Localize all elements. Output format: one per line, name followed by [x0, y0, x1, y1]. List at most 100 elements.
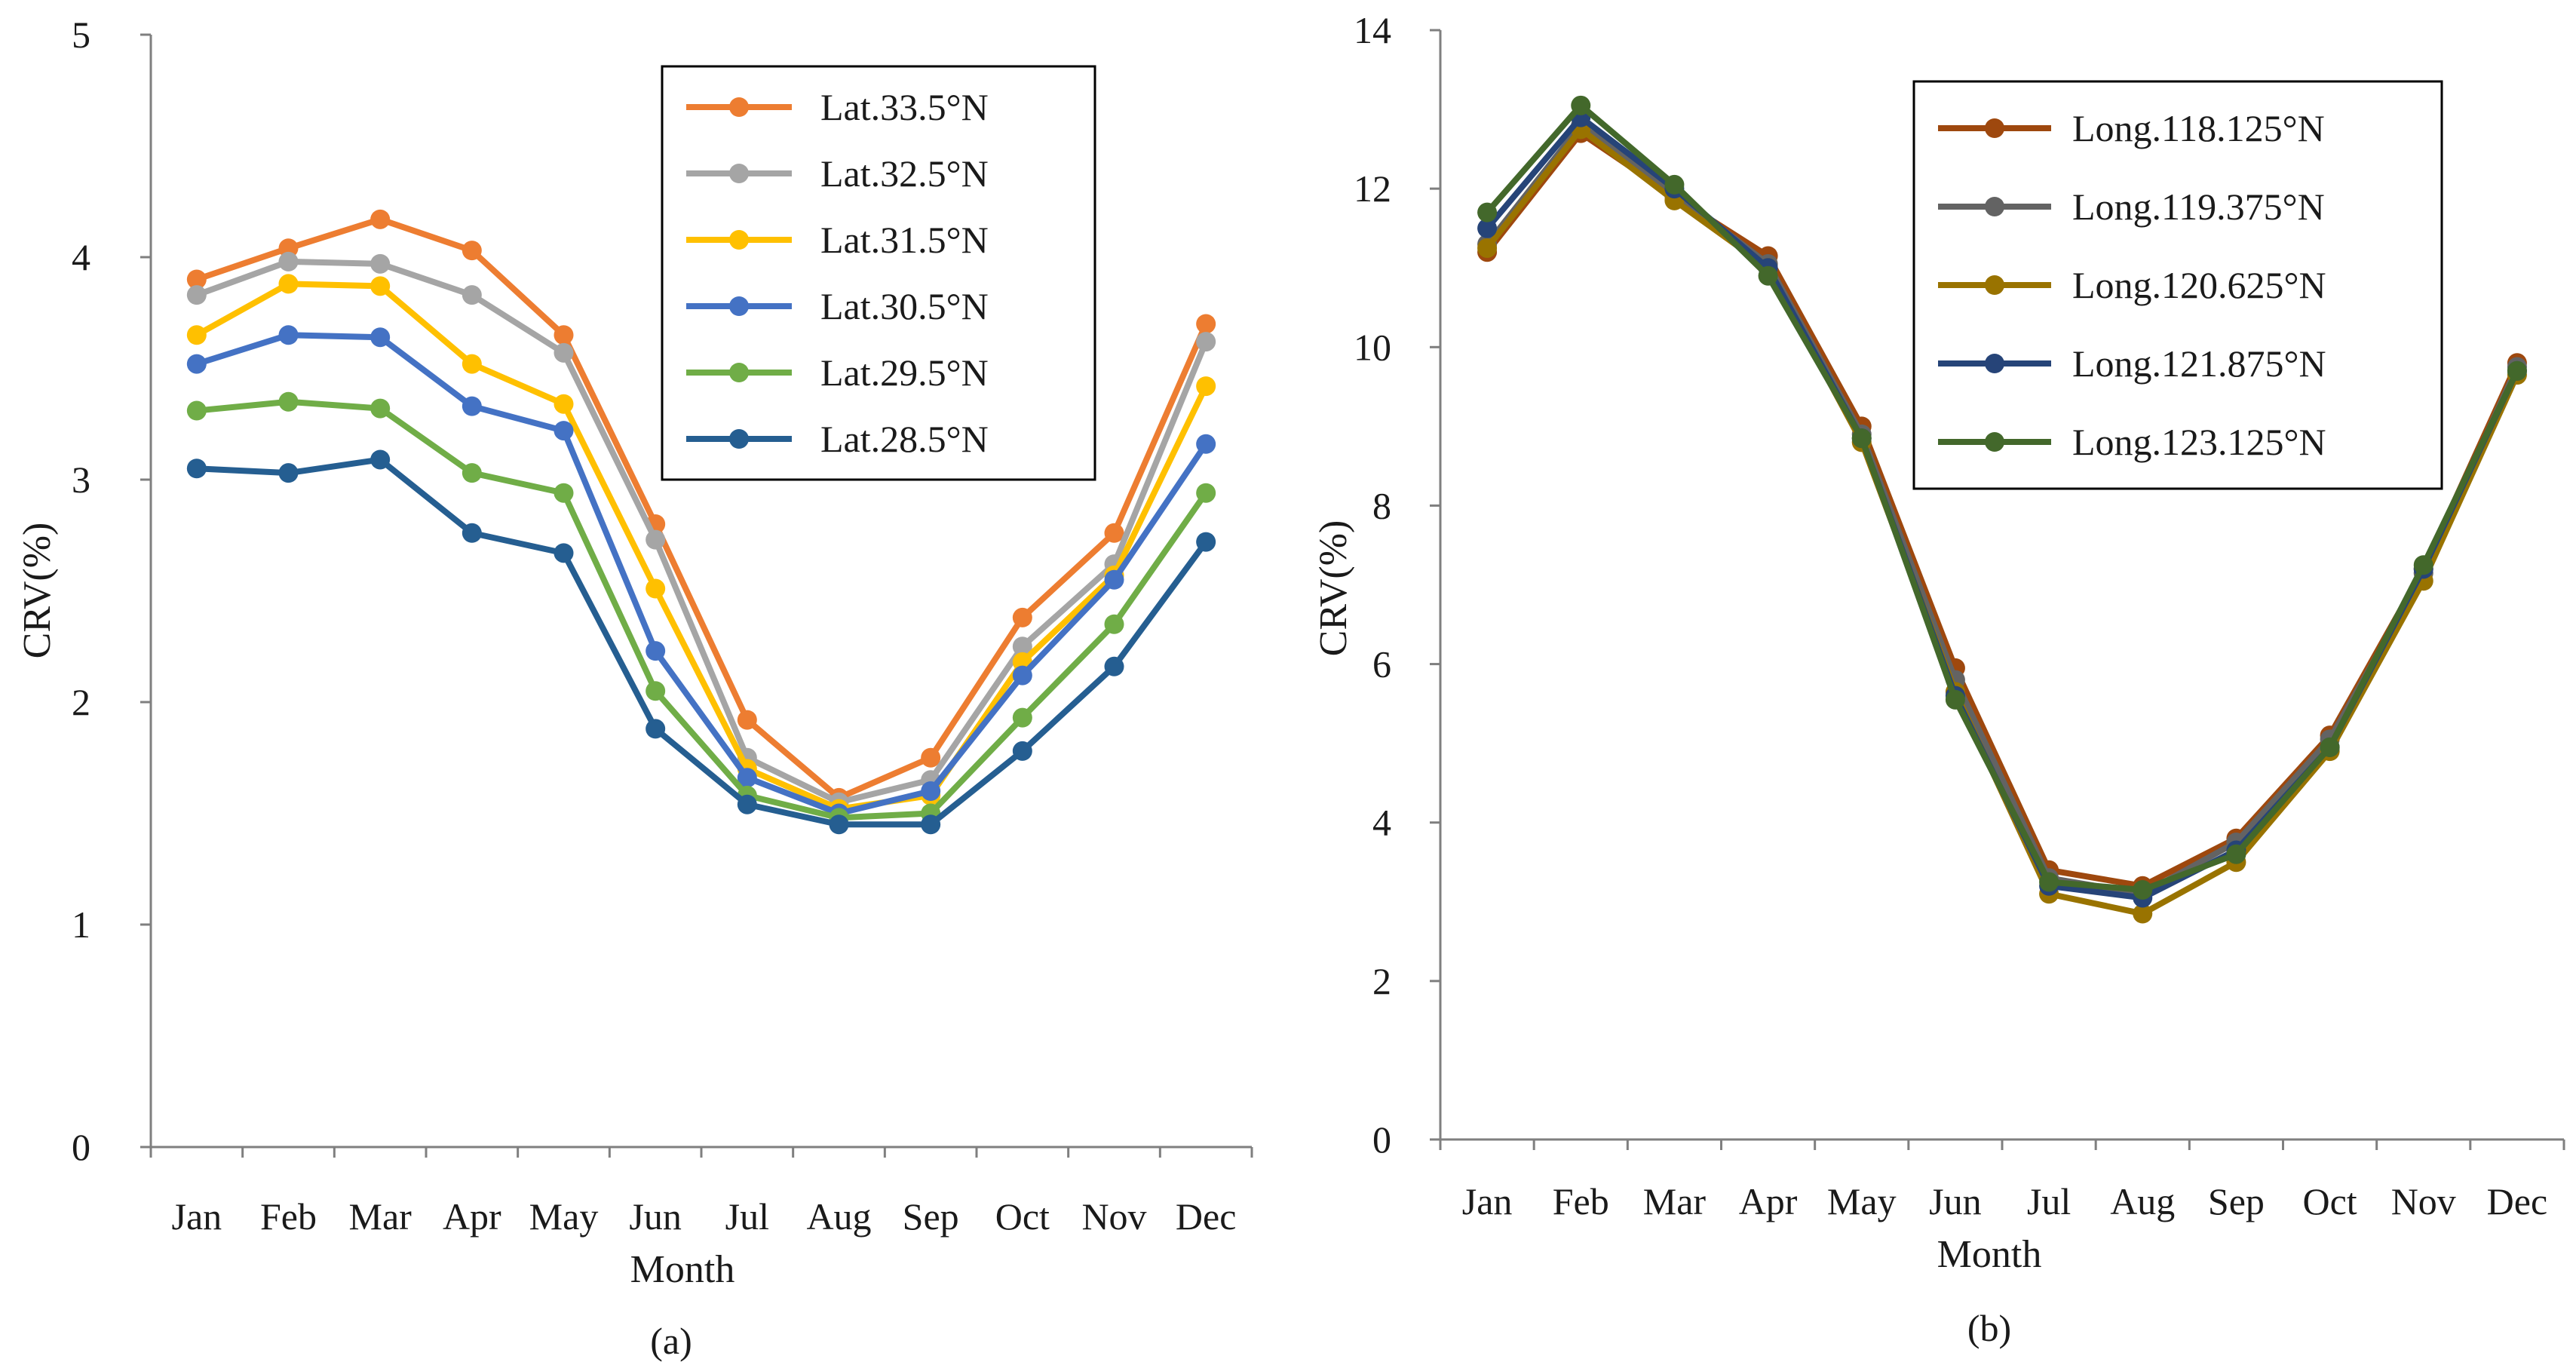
data-point — [1196, 434, 1216, 454]
legend-label: Long.119.375°N — [2072, 186, 2325, 228]
data-point — [278, 391, 299, 412]
y-tick-label: 2 — [1372, 960, 1391, 1002]
data-point — [462, 523, 482, 543]
series-line — [193, 281, 1210, 812]
x-tick-label: Mar — [349, 1195, 412, 1238]
legend-swatch-marker — [729, 429, 749, 449]
data-point — [2507, 360, 2527, 381]
data-point — [2039, 872, 2059, 892]
data-point — [737, 768, 757, 788]
legend: Lat.33.5°N Lat.32.5°N Lat.31.5°N Lat.30.5°N… — [661, 65, 1096, 481]
data-point — [737, 794, 757, 814]
y-tick-label: 0 — [1372, 1118, 1391, 1161]
data-point — [370, 398, 391, 419]
x-tick-label: Jan — [1462, 1180, 1513, 1222]
data-point — [186, 269, 207, 290]
data-point — [462, 241, 482, 261]
legend-label: Lat.30.5°N — [820, 285, 989, 327]
legend-swatch-marker — [729, 97, 749, 117]
x-tick-label: Oct — [2302, 1180, 2357, 1222]
data-point — [1012, 607, 1032, 627]
legend-swatch-marker — [1985, 354, 2004, 373]
legend-label: Lat.33.5°N — [820, 86, 989, 128]
x-axis-title: Month — [630, 1248, 735, 1291]
series-line — [193, 258, 1210, 805]
x-tick-label: Oct — [995, 1195, 1050, 1238]
data-point — [1477, 238, 1498, 258]
y-tick-label: 5 — [72, 14, 90, 56]
data-point — [1104, 523, 1124, 543]
x-tick-label: Feb — [260, 1195, 317, 1238]
data-point — [186, 285, 207, 305]
x-tick-label: Nov — [2391, 1180, 2456, 1222]
data-point — [1664, 174, 1685, 195]
data-point — [370, 209, 391, 229]
data-point — [554, 483, 574, 503]
data-point — [1851, 428, 1872, 449]
x-tick-label: Jun — [629, 1195, 681, 1238]
data-point — [2320, 737, 2340, 757]
legend-swatch-marker — [1985, 197, 2004, 216]
data-point — [554, 342, 574, 363]
panel-caption: (a) — [650, 1320, 692, 1362]
legend-label: Lat.32.5°N — [820, 152, 989, 195]
data-point — [921, 781, 941, 801]
data-point — [2413, 555, 2433, 575]
legend-swatch-marker — [729, 296, 749, 316]
data-point — [1196, 532, 1216, 552]
y-tick-label: 4 — [1372, 802, 1391, 844]
x-tick-label: May — [1827, 1180, 1897, 1222]
y-tick-label: 2 — [72, 681, 90, 723]
y-axis-title: CRV(%) — [1312, 520, 1355, 657]
legend-swatch-marker — [1985, 118, 2004, 138]
legend-label: Lat.31.5°N — [820, 219, 989, 261]
y-tick-label: 12 — [1354, 167, 1391, 210]
x-tick-label: Feb — [1553, 1180, 1609, 1222]
data-point — [1945, 689, 1965, 710]
legend: Long.118.125°N Long.119.375°N Long.120.625… — [1912, 80, 2443, 490]
series-line — [193, 216, 1210, 801]
data-point — [646, 641, 666, 661]
data-point — [462, 354, 482, 374]
data-point — [278, 463, 299, 483]
legend-label: Long.123.125°N — [2072, 421, 2326, 463]
data-point — [1104, 656, 1124, 676]
x-tick-label: Jul — [725, 1195, 769, 1238]
x-tick-label: Aug — [2110, 1180, 2175, 1222]
legend-label: Lat.29.5°N — [820, 351, 989, 394]
legend-swatch-marker — [1985, 275, 2004, 295]
data-point — [554, 394, 574, 414]
x-axis-title: Month — [1937, 1233, 2042, 1276]
data-point — [1571, 95, 1591, 115]
data-point — [278, 251, 299, 271]
x-tick-label: Mar — [1643, 1180, 1707, 1222]
data-point — [1012, 707, 1032, 728]
data-point — [462, 463, 482, 483]
data-point — [554, 543, 574, 563]
data-point — [554, 421, 574, 441]
legend-swatch-marker — [729, 230, 749, 250]
y-tick-label: 8 — [1372, 484, 1391, 526]
y-tick-label: 0 — [72, 1126, 90, 1168]
data-point — [646, 578, 666, 599]
y-tick-label: 3 — [72, 459, 90, 501]
legend-swatch-marker — [729, 164, 749, 183]
data-point — [1758, 265, 1778, 286]
data-point — [921, 747, 941, 768]
data-point — [370, 253, 391, 274]
data-point — [1196, 314, 1216, 334]
legend-label: Long.120.625°N — [2072, 264, 2326, 306]
x-tick-label: Jan — [172, 1195, 222, 1238]
x-tick-label: Jul — [2027, 1180, 2071, 1222]
x-tick-label: Jun — [1929, 1180, 1981, 1222]
data-point — [1196, 376, 1216, 397]
data-point — [1012, 741, 1032, 761]
x-tick-label: Apr — [1739, 1180, 1798, 1222]
data-point — [1477, 202, 1498, 222]
data-point — [186, 354, 207, 374]
data-point — [186, 459, 207, 479]
x-tick-label: Sep — [903, 1195, 959, 1238]
x-tick-label: Sep — [2208, 1180, 2265, 1222]
series-line — [193, 398, 1210, 821]
